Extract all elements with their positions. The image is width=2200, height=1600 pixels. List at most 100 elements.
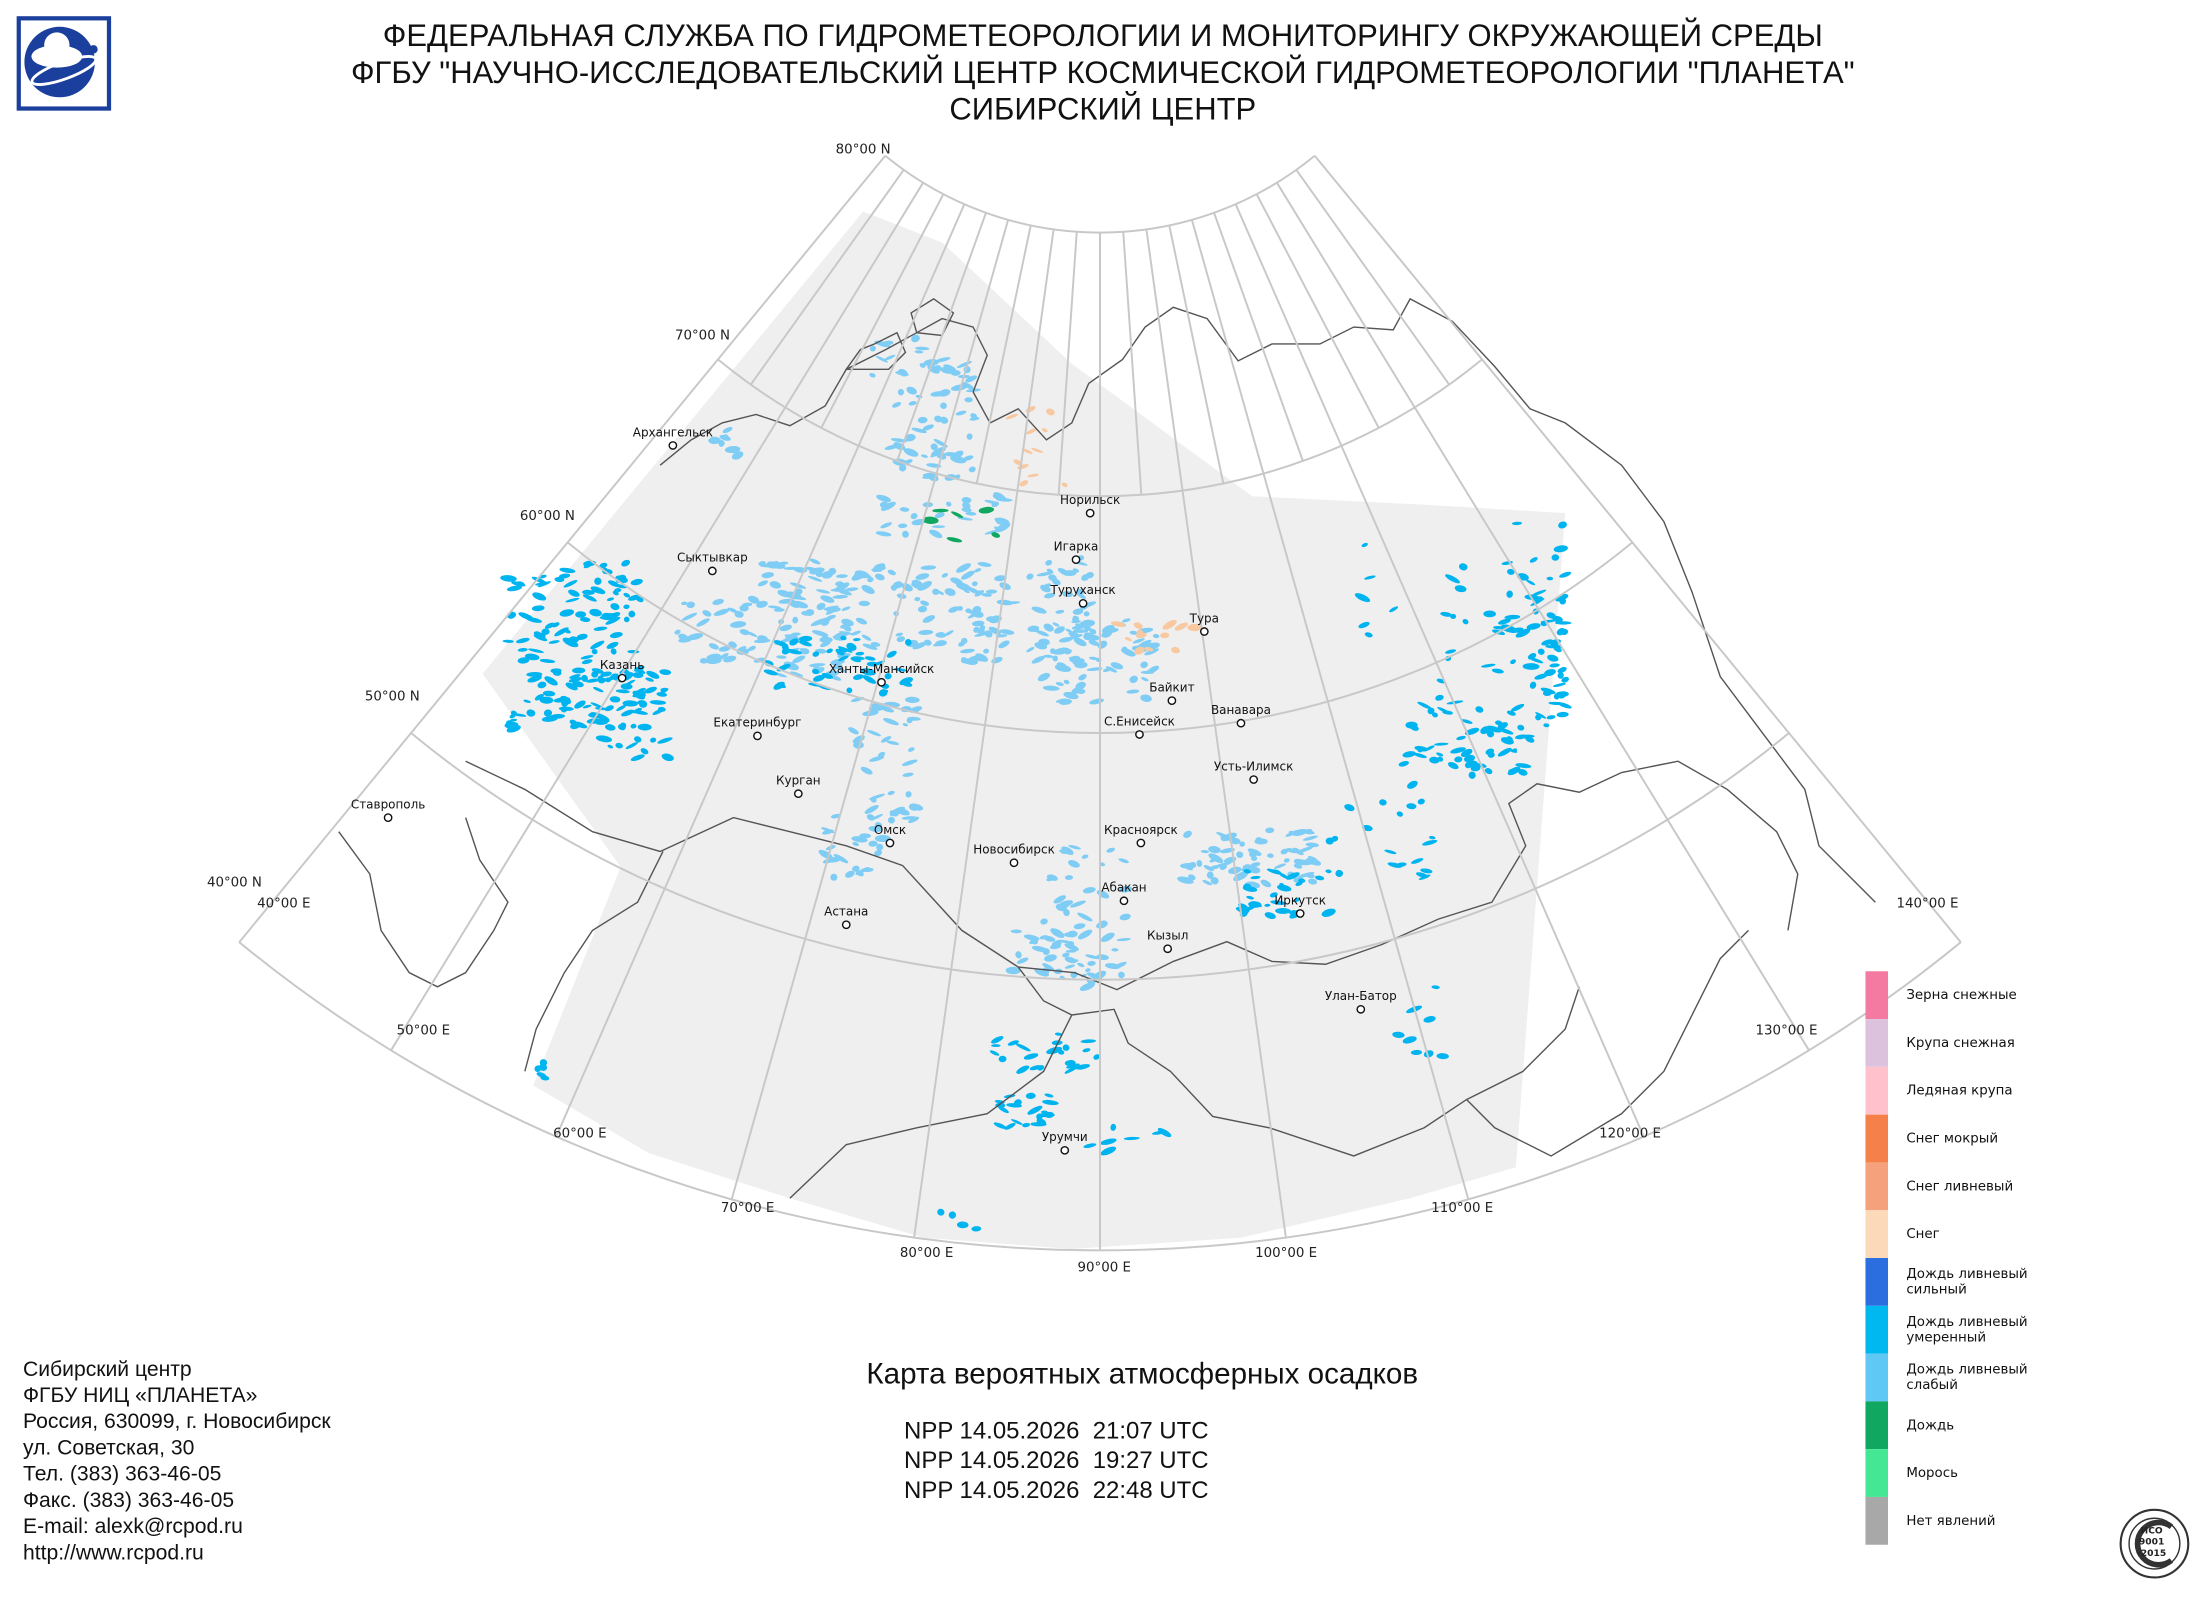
precip-patch (724, 445, 741, 454)
city-marker (1199, 627, 1209, 636)
precip-patch (661, 754, 674, 760)
precip-patch (532, 592, 547, 601)
header-line: ФГБУ "НАУЧНО-ИССЛЕДОВАТЕЛЬСКИЙ ЦЕНТР КОС… (351, 54, 1855, 90)
precip-patch (657, 737, 673, 744)
precip-patch (1209, 858, 1216, 863)
precip-patch (1121, 648, 1136, 657)
precip-patch (899, 507, 910, 512)
precip-patch (921, 454, 928, 458)
precip-patch (609, 632, 623, 639)
precip-patch (1298, 872, 1315, 878)
city-label: Игарка (1054, 539, 1099, 553)
precip-patch (882, 689, 889, 694)
precip-patch (543, 709, 553, 717)
precip-patch (1515, 734, 1528, 740)
precip-patch (1306, 857, 1322, 866)
precip-patch (593, 686, 604, 693)
precip-patch (1085, 571, 1094, 579)
city-marker (1009, 858, 1019, 868)
precip-patch (1527, 653, 1537, 660)
precip-patch (1445, 649, 1457, 654)
precip-patch (739, 629, 750, 636)
city-marker (1295, 909, 1305, 918)
iso-logo (2119, 1508, 2190, 1579)
city-marker (1135, 730, 1144, 739)
precip-patch (600, 671, 612, 677)
city-marker (617, 673, 627, 683)
precip-patch (1106, 847, 1116, 853)
precip-patch (1387, 862, 1402, 868)
precip-patch (821, 571, 833, 579)
precip-patch (638, 700, 648, 708)
precip-patch (1260, 879, 1272, 888)
precip-patch (1515, 763, 1532, 769)
precip-patch (1561, 628, 1569, 636)
precip-patch (880, 501, 896, 511)
precip-patch (1057, 567, 1070, 576)
latitude-label: 50°00 N (365, 689, 420, 704)
precip-patch (542, 690, 556, 697)
precip-patch (1070, 689, 1081, 695)
latitude-label: 80°00 N (836, 142, 891, 157)
precip-patch (965, 375, 978, 383)
precip-patch (1070, 900, 1086, 908)
precip-patch (1148, 665, 1160, 673)
precip-patch (1004, 601, 1021, 605)
precip-patch (902, 723, 909, 727)
precip-patch (1034, 968, 1050, 977)
precip-patch (681, 612, 698, 621)
precip-patch (773, 640, 789, 648)
precip-patch (1101, 624, 1115, 634)
precip-patch (1552, 615, 1563, 623)
precip-patch (1511, 521, 1523, 526)
precip-patch (1073, 923, 1086, 930)
precip-patch (993, 1122, 1007, 1129)
precip-patch (1016, 957, 1029, 964)
precip-patch (907, 716, 921, 721)
precip-patch (779, 624, 792, 632)
precip-patch (1062, 590, 1073, 598)
precip-patch (559, 609, 575, 617)
precip-patch (1547, 654, 1559, 662)
precip-patch (524, 653, 540, 661)
precip-patch (1411, 858, 1424, 864)
precip-patch (968, 466, 976, 473)
precip-patch (1061, 482, 1068, 488)
precip-patch (650, 737, 657, 743)
precip-patch (1026, 573, 1034, 580)
precip-patch (1025, 1092, 1036, 1100)
precip-patch (634, 736, 642, 743)
precip-patch (1335, 869, 1344, 877)
precip-patch (920, 600, 930, 606)
precip-patch (1049, 944, 1062, 950)
precip-patch (1043, 623, 1054, 632)
precip-patch (792, 616, 799, 624)
precip-patch (1267, 853, 1274, 858)
precip-patch (852, 865, 860, 872)
legend-swatch (1865, 971, 1889, 1020)
precip-patch (827, 856, 842, 863)
precip-patch (1354, 593, 1371, 603)
precip-patch (1055, 681, 1064, 686)
precip-patch (1361, 542, 1368, 548)
address-line: E-mail: alexk@rcpod.ru (23, 1515, 243, 1538)
precip-patch (609, 696, 621, 703)
legend-swatch (1865, 1210, 1889, 1259)
precip-patch (632, 707, 642, 714)
precip-patch (747, 595, 760, 604)
city-marker (793, 789, 803, 799)
precip-patch (805, 609, 815, 616)
precip-patch (674, 629, 681, 635)
precip-patch (874, 573, 885, 581)
address-line: Тел. (383) 363-46-05 (23, 1463, 221, 1486)
longitude-label: 100°00 E (1255, 1246, 1317, 1261)
precip-patch (1026, 646, 1035, 653)
precip-patch (1088, 640, 1100, 646)
precip-patch (939, 631, 946, 636)
precip-patch (1084, 626, 1092, 631)
precip-patch (1236, 851, 1244, 858)
precip-patch (862, 643, 878, 650)
precip-patch (862, 867, 874, 873)
meridian (1145, 229, 1287, 1238)
